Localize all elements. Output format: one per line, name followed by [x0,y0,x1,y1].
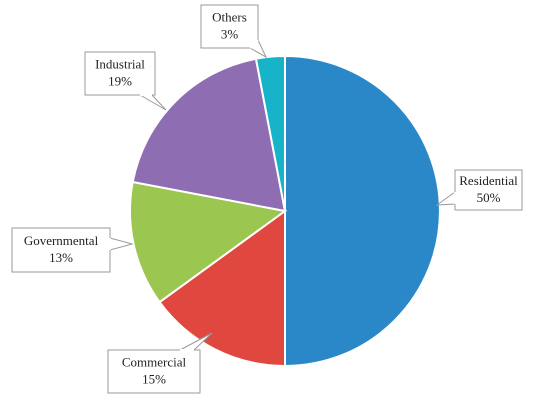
category-label: Residential [459,173,518,188]
pie-slice [131,57,287,213]
category-label: Industrial [95,56,145,71]
category-label: Others [212,9,247,24]
category-label: Governmental [24,233,99,248]
pie-slice [284,54,441,368]
value-label: 13% [49,250,73,265]
value-label: 15% [142,371,166,386]
pie-slice [254,54,286,212]
callout-box [454,169,523,211]
category-label: Commercial [122,354,187,369]
callout-box [200,4,259,49]
callout-gap [249,39,259,49]
callout-box [84,51,156,96]
value-label: 3% [221,26,239,41]
pie-slice [158,209,286,368]
callout-box [107,349,201,394]
value-label: 50% [477,190,501,205]
value-label: 19% [108,73,132,88]
callout-pointer [138,94,167,111]
pie-slice [129,180,288,304]
callout-pointer [109,237,134,251]
